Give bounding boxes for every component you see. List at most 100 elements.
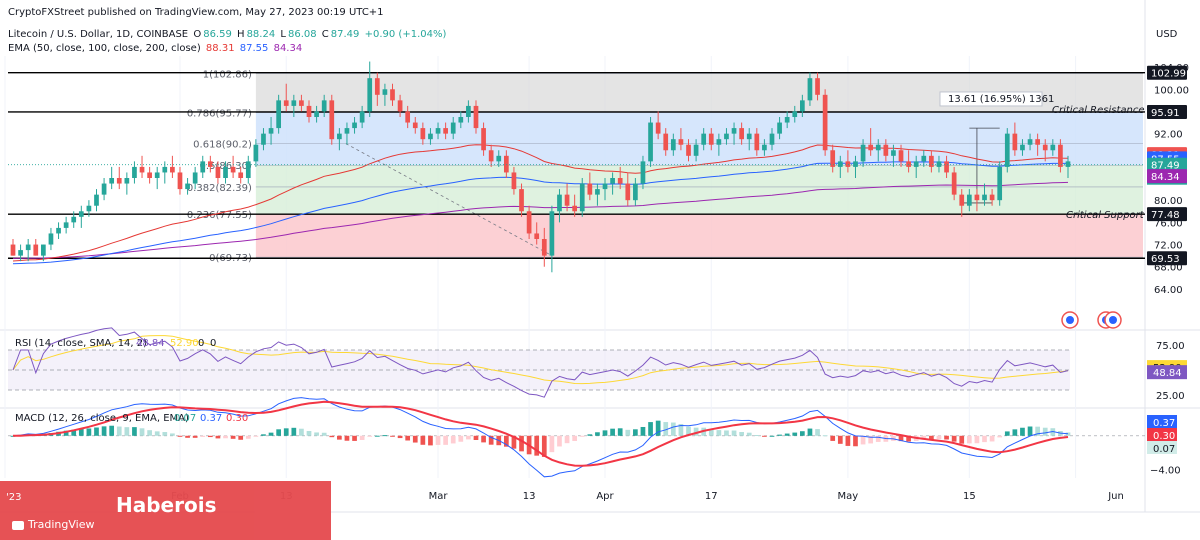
price-tag (1147, 251, 1187, 266)
macd-histogram-bar (511, 435, 517, 449)
macd-histogram-bar (746, 432, 752, 436)
candle-body (170, 166, 175, 173)
currency-label: USD (1156, 29, 1178, 40)
candle-body (799, 100, 805, 112)
candle-body (458, 117, 464, 123)
macd-histogram-bar (739, 431, 744, 436)
candle-body (405, 111, 411, 123)
macd-histogram-bar (640, 426, 646, 436)
macd-histogram-bar (716, 430, 722, 436)
candle-body (754, 133, 760, 151)
candle-body (101, 183, 107, 195)
macd-histogram-bar (845, 435, 851, 446)
macd-histogram-bar (784, 433, 790, 436)
candle-body (48, 233, 54, 245)
macd-histogram-bar (154, 431, 160, 436)
published-line: CryptoFXStreet published on TradingView.… (8, 7, 384, 18)
macd-histogram-bar (116, 426, 122, 436)
macd-histogram-bar (177, 435, 183, 437)
candle-body (648, 122, 653, 162)
candle-body (132, 166, 137, 178)
candle-body (337, 133, 342, 140)
candle-body (435, 128, 441, 134)
candle-body (291, 100, 297, 106)
macd-histogram-bar (458, 435, 464, 442)
candle-body (283, 100, 289, 106)
tradingview-logo-text: TradingView (28, 518, 95, 531)
ohlc-change: +0.90 (+1.04%) (364, 29, 447, 40)
year-label: '23 (6, 492, 22, 503)
time-tick-label: 13 (523, 491, 536, 502)
rsi-tick-label: 75.00 (1156, 341, 1185, 352)
candle-body (41, 244, 46, 256)
candle-body (792, 111, 798, 117)
macd-histogram-bar (724, 430, 729, 436)
macd-histogram-bar (283, 428, 289, 436)
candle-body (230, 166, 236, 173)
candle-body (268, 128, 274, 134)
candle-body (579, 183, 585, 212)
macd-histogram-bar (602, 430, 608, 436)
macd-histogram-bar (261, 434, 266, 436)
candle-body (321, 100, 327, 112)
candle-body (708, 133, 714, 145)
time-tick-label: 17 (705, 491, 718, 502)
fib-level-label: 0.618(90.2) (193, 140, 252, 151)
macd-histogram-bar (891, 435, 896, 441)
macd-histogram-bar (306, 431, 312, 436)
ohlc-high-label: H (237, 29, 245, 40)
macd-histogram-bar (382, 435, 388, 437)
rsi-tag (1147, 365, 1187, 380)
macd-histogram-bar (503, 435, 509, 447)
time-tick-label: 15 (963, 491, 976, 502)
candle-body (1050, 144, 1056, 151)
macd-histogram-bar (473, 435, 479, 440)
macd-histogram-bar (420, 435, 426, 445)
candle-body (18, 250, 23, 256)
rsi-tag-text: 48.84 (1153, 368, 1182, 379)
macd-histogram-bar (238, 435, 244, 440)
rsi-sma-line (12, 335, 1069, 385)
price-tag-text: 84.34 (1151, 172, 1180, 183)
macd-histogram-bar (223, 435, 228, 439)
candle-body (541, 239, 547, 256)
rsi-header-value: 48.84 (136, 338, 165, 349)
macd-histogram-bar (1042, 427, 1048, 436)
macd-histogram-bar (71, 429, 77, 436)
candle-body (390, 89, 395, 101)
fib-level-label: 1(102.86) (203, 69, 252, 80)
macd-histogram-bar (974, 435, 980, 444)
macd-histogram-bar (86, 428, 92, 436)
macd-histogram-bar (731, 430, 737, 436)
candle-body (837, 161, 843, 167)
macd-histogram-bar (170, 433, 175, 436)
candle-body (982, 194, 987, 201)
candle-body (473, 105, 479, 129)
candle-body (306, 105, 312, 117)
macd-histogram-bar (230, 435, 236, 439)
price-tag (1147, 104, 1187, 119)
candle-body (572, 205, 578, 212)
macd-histogram-bar (337, 435, 342, 440)
candle-body (784, 117, 790, 123)
macd-histogram-bar (799, 431, 805, 436)
candle-body (883, 144, 889, 156)
candle-body (511, 172, 517, 190)
candle-body (693, 144, 699, 156)
macd-histogram-bar (466, 435, 471, 440)
ema-legend[interactable]: EMA (50, close, 100, close, 200, close) … (8, 43, 304, 55)
macd-histogram-bar (557, 435, 562, 447)
candle-body (678, 139, 684, 145)
candle-body (71, 216, 77, 223)
ohlc-low: 86.08 (287, 29, 317, 40)
rsi-header-value: 0 (198, 338, 204, 349)
candle-body (951, 172, 957, 195)
macd-line (12, 397, 1069, 478)
candle-body (420, 128, 426, 140)
macd-histogram-bar (595, 432, 600, 436)
macd-histogram-bar (807, 428, 813, 436)
candle-body (921, 155, 927, 162)
candle-body (701, 133, 707, 145)
candle-body (997, 166, 1003, 201)
